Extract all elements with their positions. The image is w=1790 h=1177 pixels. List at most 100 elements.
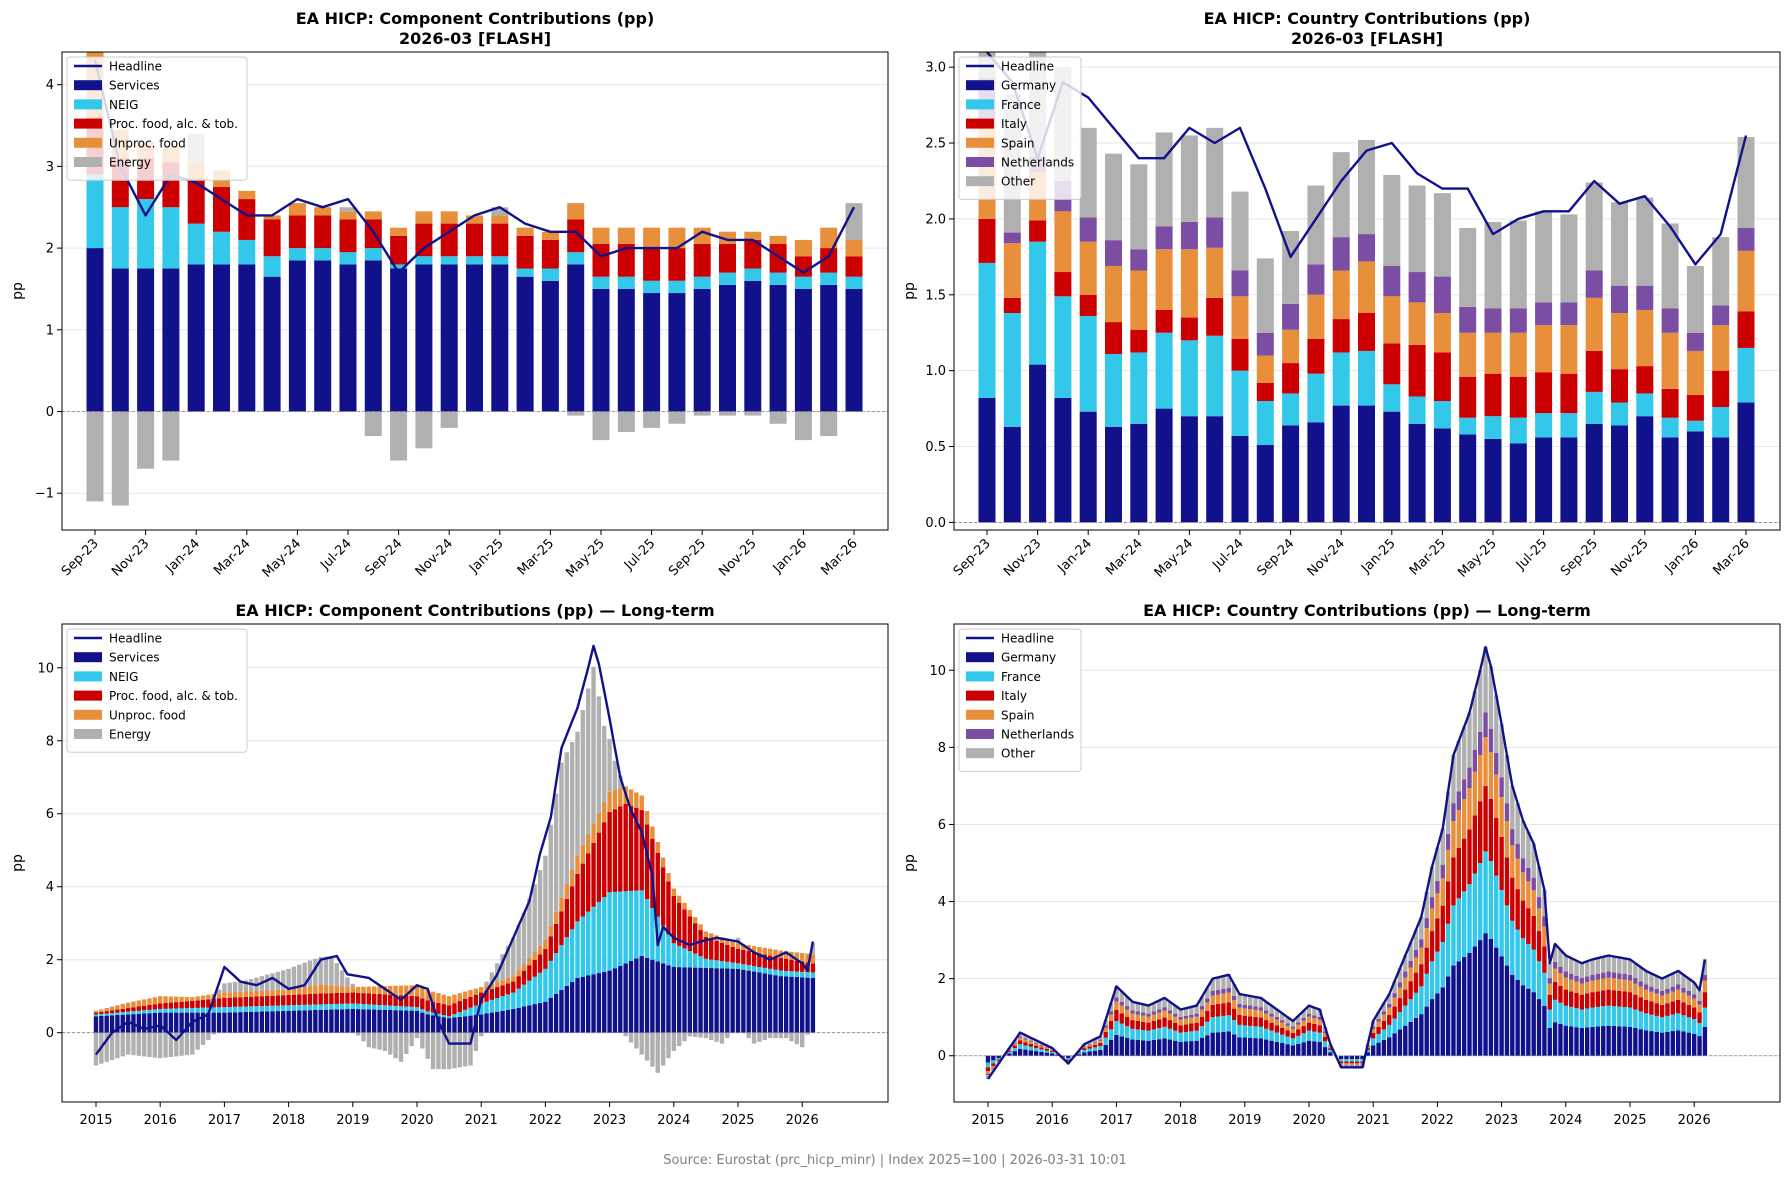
bar-neig xyxy=(162,207,180,269)
bar-italy xyxy=(1659,1004,1665,1018)
bar-france xyxy=(1472,873,1478,947)
bar-italy xyxy=(1162,1017,1167,1027)
bar-spain xyxy=(1274,1019,1280,1026)
bar-services xyxy=(213,264,230,412)
y-tick-label: 1 xyxy=(46,323,54,338)
y-tick-label: 2 xyxy=(938,972,946,987)
bar-italy xyxy=(1483,786,1488,852)
bar-neig xyxy=(709,959,714,969)
bar-france xyxy=(1681,1015,1686,1032)
bar-services xyxy=(698,967,703,1033)
bar-other xyxy=(1105,153,1122,241)
bar-other xyxy=(1563,955,1568,972)
bar-italy xyxy=(1392,1006,1397,1019)
bar-italy xyxy=(1654,1003,1659,1016)
bar-netherlands xyxy=(1488,728,1494,753)
bar-netherlands xyxy=(1371,1026,1376,1029)
bar-neig xyxy=(323,1004,329,1010)
bar-unproc_food xyxy=(388,985,393,995)
bar-services xyxy=(709,968,714,1033)
bar-services xyxy=(618,965,623,1033)
bar-services xyxy=(468,1015,473,1033)
bar-netherlands xyxy=(1692,994,1697,999)
bar-netherlands xyxy=(1654,988,1659,994)
bar-france xyxy=(1535,413,1553,438)
bar-spain xyxy=(1290,1028,1296,1033)
bar-other xyxy=(1686,978,1692,991)
bar-proc_food xyxy=(211,998,216,1008)
bar-proc_food xyxy=(382,994,388,1006)
bar-france xyxy=(1033,1048,1039,1052)
bar-netherlands xyxy=(1424,918,1429,928)
bar-france xyxy=(1595,1006,1601,1027)
bar-proc_food xyxy=(265,995,270,1006)
bar-other xyxy=(1504,755,1510,804)
bar-energy xyxy=(232,981,238,993)
bar-italy xyxy=(1354,1061,1360,1064)
bar-spain xyxy=(1146,1016,1151,1023)
bar-services xyxy=(491,264,509,412)
x-tick-label: Nov-25 xyxy=(1608,536,1651,579)
bar-unproc_food xyxy=(318,984,323,994)
bar-services xyxy=(162,268,180,412)
bar-spain xyxy=(1408,967,1413,982)
bar-unproc_food xyxy=(575,855,580,874)
bar-germany xyxy=(1124,1038,1130,1056)
bar-netherlands xyxy=(1044,1047,1050,1048)
bar-services xyxy=(265,1011,270,1033)
bar-italy xyxy=(1408,344,1426,397)
bar-proc_food xyxy=(537,954,543,973)
bar-italy xyxy=(1376,1026,1381,1034)
bar-unproc_food xyxy=(377,986,382,995)
bar-unproc_food xyxy=(845,239,863,257)
bar-netherlands xyxy=(1307,264,1325,295)
bar-services xyxy=(789,976,794,1033)
bar-germany xyxy=(1526,988,1531,1056)
bar-unproc_food xyxy=(773,949,778,957)
bar-energy xyxy=(805,1032,810,1035)
bar-unproc_food xyxy=(762,947,767,955)
bar-unproc_food xyxy=(521,963,527,971)
legend-label: Services xyxy=(109,651,160,665)
bar-italy xyxy=(1280,1027,1285,1035)
bar-spain xyxy=(1183,1018,1189,1025)
bar-france xyxy=(1606,1005,1611,1026)
bar-proc_food xyxy=(735,948,741,964)
bar-proc_food xyxy=(409,995,414,1007)
bar-other xyxy=(1098,1036,1103,1040)
legend-swatch-germany xyxy=(966,652,994,663)
bar-unproc_food xyxy=(725,939,730,945)
bar-spain xyxy=(1697,1004,1702,1013)
bar-unproc_food xyxy=(564,883,569,899)
legend-label: Germany xyxy=(1001,79,1056,93)
bar-proc_food xyxy=(709,938,714,960)
bar-italy xyxy=(1387,1015,1392,1025)
bar-energy xyxy=(291,966,297,989)
bar-france xyxy=(1365,1049,1371,1053)
bar-netherlands xyxy=(1661,308,1679,333)
bar-services xyxy=(484,1013,489,1033)
bar-germany xyxy=(1307,422,1325,523)
bar-neig xyxy=(650,908,655,960)
bar-italy xyxy=(1199,1016,1205,1027)
bar-italy xyxy=(1358,313,1375,351)
bar-netherlands xyxy=(1301,1017,1306,1021)
legend-label: Unproc. food xyxy=(109,136,186,150)
x-tick-label: 2026 xyxy=(786,1113,819,1128)
bar-italy xyxy=(1307,338,1325,374)
bar-other xyxy=(1226,974,1231,988)
bar-italy xyxy=(1574,992,1579,1009)
bar-germany xyxy=(1515,979,1520,1056)
bar-proc_food xyxy=(639,810,644,891)
bar-services xyxy=(355,1009,361,1033)
bar-unproc_food xyxy=(334,985,339,993)
bar-france xyxy=(1087,1048,1092,1052)
bar-services xyxy=(586,975,591,1033)
bar-italy xyxy=(1332,319,1350,353)
bar-unproc_food xyxy=(783,951,789,959)
bar-france xyxy=(1306,1030,1312,1041)
chart-title: EA HICP: Component Contributions (pp) — … xyxy=(235,601,714,620)
bar-netherlands xyxy=(1285,1023,1290,1026)
bar-neig xyxy=(382,1005,388,1010)
bar-other xyxy=(1440,828,1445,865)
